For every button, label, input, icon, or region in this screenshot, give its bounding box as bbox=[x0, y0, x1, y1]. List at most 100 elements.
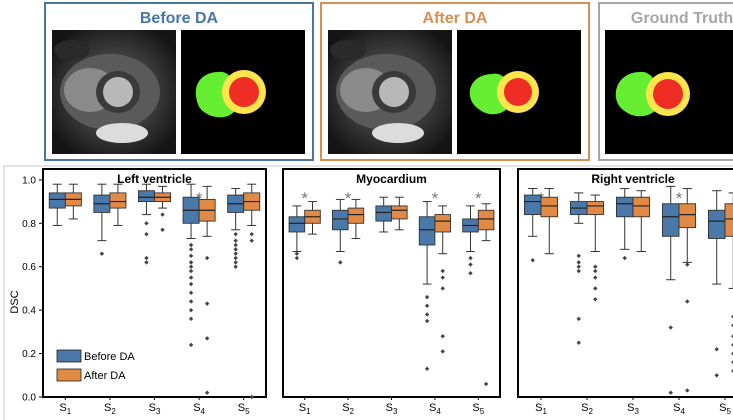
box-after-da-s1 bbox=[64, 183, 82, 220]
outlier-point bbox=[668, 390, 673, 395]
ground-truth-panel: Ground Truth bbox=[598, 2, 733, 161]
outlier-point bbox=[188, 275, 194, 280]
box-before-da-s5 bbox=[462, 205, 479, 276]
x-tick-label: S4 bbox=[193, 402, 205, 416]
y-tick-label: 0.4 bbox=[22, 306, 36, 317]
outlier-point bbox=[204, 255, 210, 261]
subplot-title: Myocardium bbox=[356, 172, 427, 186]
outlier-point bbox=[593, 286, 598, 291]
outlier-point bbox=[440, 275, 445, 280]
outlier-point bbox=[424, 312, 430, 317]
box-before-da-s2 bbox=[569, 192, 588, 345]
subplot-title: Left ventricle bbox=[117, 172, 192, 186]
outlier-point bbox=[468, 255, 473, 261]
outlier-point bbox=[249, 231, 254, 237]
x-tick-label: S2 bbox=[104, 402, 116, 416]
x-tick-label: S5 bbox=[472, 402, 484, 416]
significance-star: * bbox=[432, 189, 439, 208]
box-after-da-s4 bbox=[678, 188, 697, 393]
outlier-point bbox=[188, 290, 194, 295]
box-after-da-s2 bbox=[347, 198, 365, 239]
x-tick-label: S1 bbox=[535, 402, 547, 416]
outlier-point bbox=[424, 294, 430, 300]
outlier-point bbox=[233, 251, 238, 256]
x-tick-label: S3 bbox=[149, 402, 161, 416]
outlier-point bbox=[576, 316, 581, 322]
box-iqr bbox=[434, 214, 451, 233]
y-axis-ticks: 0.0 0.2 0.4 0.6 0.8 1.0 bbox=[22, 175, 43, 404]
box-before-da-s5 bbox=[707, 190, 726, 378]
before-da-title: Before DA bbox=[140, 10, 219, 27]
box-after-da-s2 bbox=[586, 194, 605, 302]
mri-scan-before bbox=[52, 30, 176, 154]
outlier-point bbox=[188, 342, 194, 348]
box-iqr bbox=[632, 196, 651, 218]
outlier-point bbox=[144, 231, 149, 237]
outlier-point bbox=[188, 242, 194, 248]
legend-label-before: Before DA bbox=[84, 351, 135, 363]
box-before-da-s4 bbox=[182, 183, 200, 348]
legend-label-after: After DA bbox=[84, 370, 126, 382]
box-after-da-s3 bbox=[154, 185, 172, 232]
box-after-da-s5 bbox=[477, 203, 495, 387]
box-before-da-s3 bbox=[615, 188, 634, 261]
outlier-point bbox=[188, 299, 194, 304]
outlier-point bbox=[188, 260, 194, 265]
outlier-point bbox=[160, 212, 165, 217]
box-plots: Left ventricle S1 S2 S3 S4 * S5 * Myocardium S1 * S… bbox=[42, 168, 733, 416]
legend-swatch-before bbox=[56, 349, 82, 363]
image-row: Before DA After DA bbox=[44, 2, 733, 161]
outlier-point bbox=[204, 301, 210, 306]
y-tick-label: 0.6 bbox=[22, 262, 36, 273]
box-before-da-s1 bbox=[48, 183, 66, 226]
x-tick-label: S5 bbox=[719, 402, 731, 416]
subplot-frame bbox=[282, 168, 501, 398]
legend: Before DA After DA bbox=[56, 349, 135, 382]
outlier-point bbox=[188, 264, 194, 269]
outlier-point bbox=[233, 247, 238, 252]
box-iqr bbox=[678, 203, 697, 229]
box-after-da-s2 bbox=[109, 183, 127, 226]
after-da-panel: After DA bbox=[320, 2, 590, 161]
outlier-point bbox=[424, 366, 430, 371]
outlier-point bbox=[233, 264, 238, 269]
before-da-frame bbox=[44, 2, 314, 161]
outlier-point bbox=[530, 258, 535, 263]
box-before-da-s4 bbox=[418, 201, 436, 371]
outlier-point bbox=[593, 297, 598, 302]
segmentation-mask-after bbox=[457, 30, 581, 154]
legend-swatch-after bbox=[56, 368, 82, 382]
outlier-point bbox=[622, 255, 627, 261]
outlier-point bbox=[233, 260, 238, 265]
x-tick-label: S2 bbox=[342, 402, 354, 416]
outlier-point bbox=[188, 268, 194, 274]
outlier-point bbox=[576, 260, 581, 265]
segmentation-mask-before bbox=[181, 30, 305, 154]
outlier-point bbox=[294, 251, 300, 256]
outlier-point bbox=[593, 268, 598, 274]
box-after-da-s3 bbox=[632, 190, 651, 253]
box-after-da-s4 bbox=[198, 185, 216, 395]
outlier-point bbox=[144, 260, 149, 265]
x-tick-label: S3 bbox=[386, 402, 398, 416]
outlier-point bbox=[233, 238, 238, 243]
box-after-da-s5 bbox=[243, 183, 261, 400]
box-iqr bbox=[724, 203, 733, 237]
outlier-point bbox=[714, 347, 719, 352]
subplot-title: Right ventricle bbox=[591, 172, 675, 186]
outlier-point bbox=[685, 262, 690, 267]
x-tick-label: S2 bbox=[581, 402, 593, 416]
chart-area-frame bbox=[3, 165, 733, 420]
outlier-point bbox=[468, 262, 473, 267]
x-tick-label: S5 bbox=[238, 402, 250, 416]
y-tick-label: 0.8 bbox=[22, 219, 36, 230]
box-iqr bbox=[707, 209, 726, 239]
box-before-da-s4 bbox=[661, 185, 680, 395]
outlier-point bbox=[233, 242, 238, 248]
outlier-point bbox=[576, 253, 581, 259]
significance-star: * bbox=[345, 189, 352, 208]
outlier-point bbox=[188, 247, 194, 252]
outlier-point bbox=[204, 336, 210, 341]
outlier-point bbox=[233, 231, 238, 237]
